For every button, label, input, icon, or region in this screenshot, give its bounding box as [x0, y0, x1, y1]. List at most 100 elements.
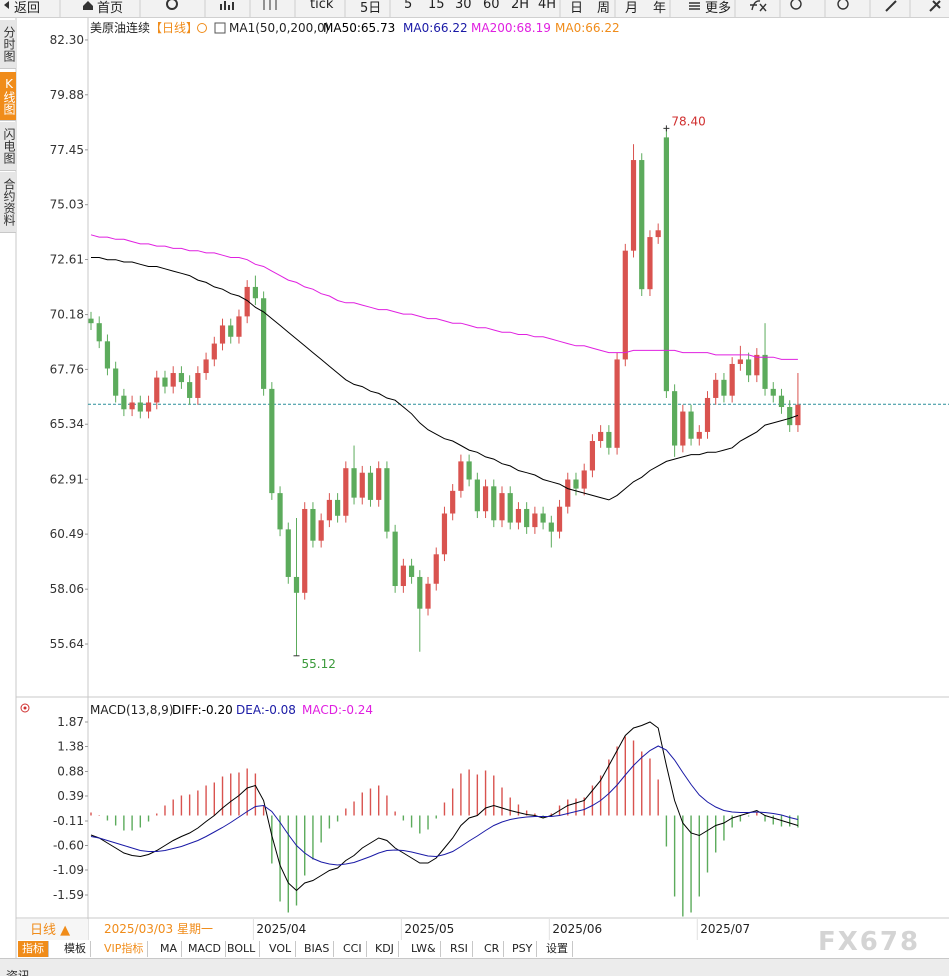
candle-body — [310, 508, 316, 541]
candle-body — [466, 461, 472, 480]
news-tab[interactable]: 资讯 — [6, 969, 31, 976]
macd-bar — [114, 815, 117, 826]
y-tick-label: 72.61 — [50, 253, 84, 267]
back-icon — [4, 1, 9, 9]
candle-body — [145, 402, 152, 412]
macd-bar — [106, 815, 109, 821]
y-tick-label: -1.09 — [53, 863, 84, 877]
candle-body — [737, 359, 743, 364]
macd-bar — [789, 815, 791, 827]
candle-body — [129, 402, 135, 410]
toolbar-button[interactable]: 15 — [428, 0, 445, 12]
legend-entry: DEA:-0.08 — [236, 703, 296, 717]
macd-bar — [156, 813, 158, 816]
x-tick-label: 2025/04 — [256, 922, 306, 936]
period-button[interactable]: 日线 ▲ — [30, 923, 70, 938]
macd-bar — [690, 815, 692, 913]
toolbar-button[interactable]: 2H — [511, 0, 530, 12]
toolbar-button[interactable]: 返回 — [14, 1, 41, 16]
indicator-tab[interactable]: VOL — [265, 941, 297, 957]
candle-body — [524, 508, 530, 528]
toolbar-button[interactable]: tick — [310, 0, 334, 12]
macd-bar — [575, 798, 577, 816]
macd-bar — [139, 815, 142, 828]
indicator-tab[interactable]: PSY — [508, 941, 538, 957]
macd-bar — [98, 815, 100, 816]
candle-body — [655, 230, 661, 238]
macd-bar — [550, 813, 553, 816]
settings-icon[interactable] — [20, 703, 30, 713]
candle-body — [515, 508, 522, 523]
indicator-tab[interactable]: BIAS — [300, 941, 335, 957]
toolbar-button[interactable]: 年 — [653, 1, 667, 16]
toolbar-button[interactable]: 5 — [404, 0, 413, 12]
candle-body — [261, 298, 267, 389]
fx-icon — [750, 0, 767, 12]
indicator-tab[interactable]: CR — [480, 941, 505, 957]
candle-body — [154, 377, 160, 403]
sidebar-tab[interactable]: 闪电图 — [0, 122, 16, 171]
legend-entry: MA50:65.73 — [323, 21, 395, 35]
macd-bar — [657, 779, 659, 816]
indicator-tab[interactable]: CCI — [339, 941, 367, 957]
macd-bar — [262, 805, 265, 816]
macd-bar — [616, 746, 618, 816]
candle-body — [236, 316, 242, 337]
add-icon[interactable] — [197, 23, 207, 33]
indicator-tab[interactable]: LW& — [407, 941, 441, 957]
indicator-tab[interactable]: 指标 — [18, 941, 49, 957]
candle-body — [359, 472, 365, 498]
toolbar-button[interactable]: 周 — [597, 1, 611, 16]
macd-bar — [394, 811, 396, 816]
y-tick-label: -0.11 — [53, 814, 84, 828]
y-tick-label: 77.45 — [50, 143, 84, 157]
toolbar-button[interactable]: 30 — [455, 0, 472, 12]
toolbar-button[interactable]: 日 — [570, 1, 584, 16]
macd-bar — [460, 773, 462, 816]
toolbar: 返回 首页 tick 5日 5 15 30 60 2H 4H 日周月年 更多 — [0, 0, 949, 18]
macd-bar — [451, 788, 454, 816]
toolbar-button[interactable]: 月 — [625, 1, 639, 16]
toolbar-button[interactable]: 首页 — [97, 1, 124, 16]
macd-bar — [90, 812, 92, 816]
candle-body — [787, 407, 793, 426]
y-tick-label: 67.76 — [50, 362, 84, 376]
candle-body — [630, 160, 637, 251]
macd-bar — [353, 801, 355, 816]
sidebar-tab[interactable]: 合约资料 — [0, 172, 16, 233]
indicator-icon — [214, 22, 226, 34]
toolbar-button[interactable]: 5日 — [360, 1, 382, 16]
indicator-tab[interactable]: BOLL — [223, 941, 261, 957]
candle-body — [729, 363, 735, 396]
indicator-tab[interactable]: MA — [156, 941, 183, 957]
candle-body — [639, 160, 645, 290]
indicator-tab[interactable]: VIP指标 — [100, 941, 149, 957]
candle-body — [367, 472, 374, 500]
indicator-tab[interactable]: 设置 — [542, 941, 573, 957]
candle-body — [269, 388, 275, 494]
candle-body — [614, 359, 620, 448]
sidebar-tab[interactable]: 分时图 — [0, 20, 16, 69]
macd-bar — [591, 785, 594, 816]
candle-body — [376, 468, 382, 500]
legend-entry: MA0:66.22 — [403, 21, 468, 35]
macd-bar — [254, 773, 257, 816]
macd-bar — [361, 792, 363, 816]
candle-body — [704, 397, 711, 432]
candle-body — [219, 325, 226, 344]
x-tick-label: 2025/07 — [700, 922, 750, 936]
tool-icon — [929, 0, 941, 12]
indicator-tab[interactable]: KDJ — [371, 941, 399, 957]
indicator-tab[interactable]: 模板 — [60, 941, 91, 957]
candle-body — [589, 441, 596, 471]
indicator-tab[interactable]: RSI — [446, 941, 473, 957]
toolbar-button[interactable]: 更多 — [705, 1, 732, 16]
toolbar-button[interactable]: 4H — [538, 0, 557, 12]
candle-body — [606, 431, 612, 448]
macd-bar — [747, 815, 750, 817]
toolbar-button[interactable]: 60 — [483, 0, 500, 12]
y-tick-label: 55.64 — [50, 637, 84, 651]
indicator-tab[interactable]: MACD — [184, 941, 226, 957]
sidebar-tab[interactable]: K线图 — [0, 72, 16, 121]
candle-body — [499, 493, 505, 521]
